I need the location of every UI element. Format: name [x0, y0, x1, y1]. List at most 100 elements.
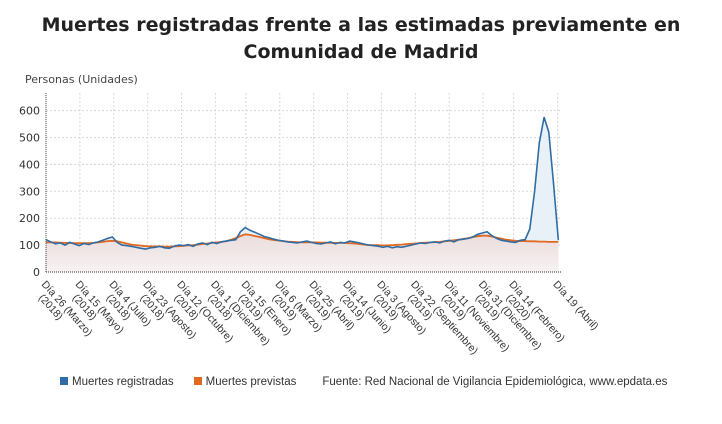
registradas-point — [263, 235, 265, 238]
y-tick-label: 0 — [33, 266, 40, 279]
registradas-point — [187, 243, 189, 246]
registradas-point — [145, 248, 147, 250]
registradas-point — [163, 247, 166, 249]
registradas-point — [69, 241, 71, 244]
registradas-point — [130, 245, 132, 248]
registradas-point — [173, 245, 175, 247]
registradas-point — [481, 232, 483, 234]
registradas-point — [121, 244, 123, 246]
registradas-point — [159, 245, 161, 248]
registradas-point — [277, 239, 280, 241]
registradas-point — [477, 233, 479, 235]
registradas-point — [367, 244, 370, 246]
registradas-point — [543, 116, 545, 118]
y-tick-label: 500 — [19, 132, 40, 145]
registradas-point — [220, 241, 223, 243]
registradas-point — [519, 239, 521, 241]
registradas-point — [154, 246, 156, 248]
registradas-point — [83, 242, 85, 245]
registradas-point — [287, 241, 289, 243]
registradas-point — [97, 241, 99, 243]
legend-label: Muertes registradas — [72, 376, 174, 388]
registradas-point — [107, 237, 109, 239]
registradas-point — [254, 231, 256, 233]
registradas-point — [311, 241, 313, 244]
registradas-point — [230, 239, 232, 241]
registradas-point — [500, 239, 502, 241]
registradas-point — [344, 242, 346, 244]
registradas-point — [434, 241, 436, 243]
registradas-point — [249, 229, 251, 231]
registradas-point — [358, 242, 360, 244]
registradas-point — [206, 243, 208, 246]
registradas-point — [140, 247, 142, 249]
registradas-point — [149, 247, 151, 249]
registradas-point — [348, 240, 351, 242]
legend-label: Muertes previstas — [205, 376, 297, 388]
registradas-point — [458, 239, 460, 241]
registradas-point — [396, 246, 398, 248]
registradas-point — [472, 236, 474, 238]
chart-title: Muertes registradas frente a las estimad… — [41, 14, 681, 63]
x-tick-label-line1: Día 11 (Noviembre) — [442, 279, 512, 355]
registradas-point — [216, 242, 218, 245]
registradas-point — [533, 190, 536, 192]
legend-swatch — [60, 377, 68, 385]
legend-item-previstas: Muertes previstas — [193, 376, 297, 388]
registradas-point — [135, 246, 137, 248]
registradas-point — [386, 245, 389, 248]
registradas-point — [377, 245, 379, 247]
y-tick-label: 200 — [19, 212, 40, 225]
registradas-point — [273, 238, 275, 240]
registradas-point — [92, 242, 95, 244]
registradas-point — [116, 241, 118, 244]
registradas-point — [182, 245, 185, 247]
registradas-point — [491, 235, 493, 237]
source-note: Fuente: Red Nacional de Vigilancia Epide… — [322, 376, 668, 388]
y-axis-label: Personas (Unidades) — [25, 73, 138, 86]
registradas-point — [50, 241, 52, 243]
registradas-point — [282, 240, 284, 242]
registradas-point — [192, 245, 194, 248]
registradas-point — [557, 239, 559, 241]
registradas-point — [496, 237, 498, 239]
registradas-point — [391, 247, 393, 249]
x-tick-label-line1: Día 19 (Abril) — [550, 279, 600, 333]
registradas-point — [54, 243, 57, 245]
y-tick-label: 300 — [19, 185, 40, 198]
y-tick-label: 600 — [19, 105, 40, 118]
registradas-point — [292, 241, 294, 244]
registradas-point — [334, 243, 336, 245]
registradas-point — [372, 245, 374, 247]
registradas-point — [211, 241, 213, 244]
registradas-point — [353, 241, 355, 243]
registradas-point — [514, 241, 517, 244]
registradas-point — [382, 246, 384, 248]
previstas-area — [46, 234, 559, 272]
registradas-point — [510, 241, 512, 243]
x-tick-label: Día 19 (Abril) — [550, 279, 600, 333]
registradas-point — [126, 245, 128, 247]
registradas-point — [505, 240, 507, 242]
registradas-point — [429, 241, 431, 244]
registradas-point — [244, 227, 246, 229]
registradas-point — [301, 241, 303, 243]
registradas-point — [225, 240, 227, 242]
registradas-point — [111, 236, 114, 238]
registradas-point — [443, 240, 446, 242]
registradas-point — [320, 243, 322, 245]
registradas-point — [524, 239, 526, 241]
registradas-point — [401, 246, 403, 248]
y-tick-label: 100 — [19, 239, 40, 252]
registradas-point — [59, 242, 61, 244]
registradas-point — [306, 240, 308, 242]
registradas-point — [405, 245, 408, 247]
registradas-point — [538, 142, 540, 144]
registradas-point — [467, 237, 469, 239]
registradas-point — [325, 242, 327, 244]
registradas-point — [453, 241, 455, 243]
legend-item-registradas: Muertes registradas — [60, 376, 174, 388]
registradas-point — [552, 182, 555, 184]
registradas-point — [178, 244, 180, 246]
